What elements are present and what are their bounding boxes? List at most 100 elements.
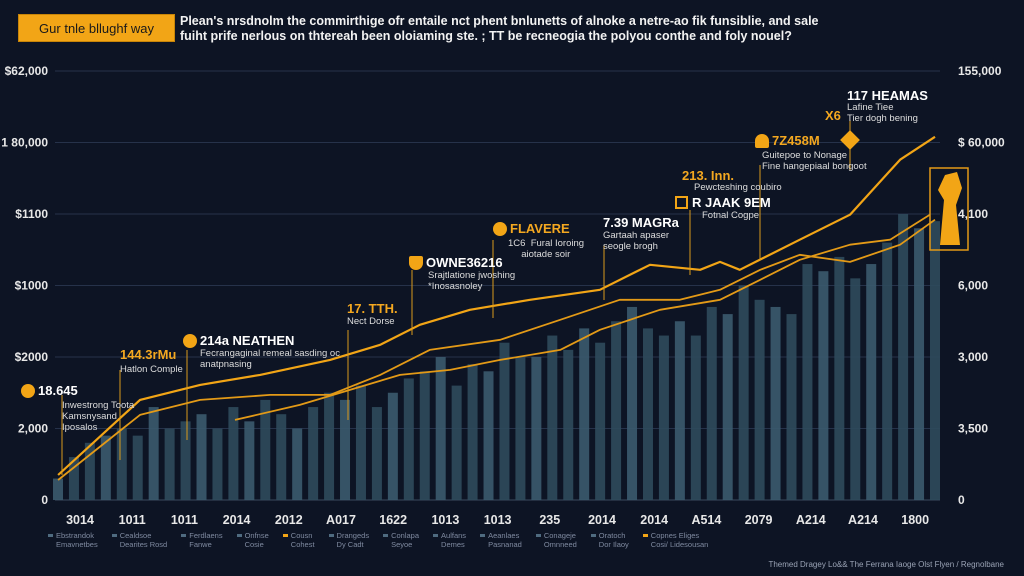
legend-label: Drangeds Dy Cadt	[336, 531, 370, 549]
bar	[100, 435, 111, 500]
annotation-title: 17. TTH.	[347, 301, 398, 316]
legend-swatch	[433, 534, 439, 537]
annotation-text: Srajtlatione jwoshing *Inosasnoley	[428, 270, 516, 292]
annotation-text: Inwestrong Toota Kamsnysand Iposalos	[62, 400, 135, 433]
legend-swatch	[111, 534, 117, 537]
bar	[738, 285, 749, 500]
x-tick-label: 2014	[223, 513, 251, 527]
bar	[579, 328, 590, 500]
bar	[595, 342, 606, 500]
bar	[611, 321, 622, 500]
legend-item: Conageje Omnneed	[535, 531, 577, 549]
bar	[674, 321, 685, 500]
annotation-title: R JAAK 9EM	[692, 195, 771, 210]
legend-swatch	[642, 534, 648, 537]
legend-label: Cealdsoe Dearites Rosd	[119, 531, 168, 549]
legend-label: Ebstrandok Emavnetbes	[56, 531, 98, 549]
annotation-text: Lafine Tiee Tier dogh bening	[847, 102, 918, 124]
bar	[930, 221, 940, 500]
x-tick-label: 1011	[171, 513, 198, 527]
bar	[132, 435, 143, 500]
x-tick-label: 2012	[275, 513, 303, 527]
x-tick-label: 2014	[588, 513, 616, 527]
legend-swatch	[236, 534, 242, 537]
legend-item: Oratoch Dor Ilaoy	[590, 531, 629, 549]
bar	[642, 328, 653, 500]
bar	[515, 357, 526, 500]
legend-swatch	[590, 534, 596, 537]
bar	[722, 314, 733, 500]
legend-item: Ebstrandok Emavnetbes	[48, 531, 98, 549]
legend-swatch	[328, 534, 334, 537]
legend-swatch	[181, 534, 187, 537]
x-tick-label: A214	[848, 513, 878, 527]
bar	[690, 335, 701, 500]
bar	[212, 428, 223, 500]
x-tick-label: 2079	[745, 513, 773, 527]
right-tick-label: 3,500	[958, 422, 988, 436]
right-tick-label: $ 60,000	[958, 136, 1005, 150]
bar	[403, 378, 414, 500]
left-tick-label: $62,000	[5, 64, 49, 78]
legend-label: Aeanlaes Pasnanad	[488, 531, 522, 549]
bar	[467, 364, 478, 500]
legend-item: Conlapa Seyoe	[383, 531, 419, 549]
legend-item: Cousn Cohest	[282, 531, 315, 549]
figure-box	[929, 167, 969, 251]
bar	[850, 278, 861, 500]
title-badge: Gur tnle bllughf way	[18, 14, 175, 42]
legend-swatch	[48, 534, 53, 537]
left-tick-label: 1 80,000	[1, 136, 48, 150]
annotation-text: Gartaah apaser seogle brogh	[603, 230, 670, 252]
bar	[68, 457, 79, 500]
legend-label: Onfnse Cosie	[244, 531, 269, 549]
x-tick-label: 1013	[484, 513, 512, 527]
subtitle: Plean's nrsdnolm the commirthige ofr ent…	[180, 14, 819, 43]
annotation-title: 213. Inn.	[682, 168, 735, 183]
annotation-text: Fotnal Cogpe	[702, 210, 760, 221]
bar	[898, 214, 909, 500]
bar	[451, 385, 462, 500]
bar	[531, 357, 542, 500]
legend-item: Onfnse Cosie	[236, 531, 269, 549]
trophy-icon	[409, 256, 423, 270]
bar	[706, 306, 717, 500]
right-tick-label: 0	[958, 493, 965, 507]
legend-swatch	[535, 534, 541, 537]
bar	[658, 335, 669, 500]
bar	[563, 349, 574, 500]
bar	[834, 256, 845, 500]
legend-label: Copnes Eliges Cosi/ Lidesousan	[650, 531, 709, 549]
annotation-title: 144.3rMu	[120, 347, 177, 362]
annotation-title: 18.645	[38, 383, 78, 398]
left-tick-label: $1000	[15, 279, 49, 293]
person-icon	[755, 134, 769, 148]
bar	[276, 414, 287, 500]
x-tick-label: A017	[326, 513, 356, 527]
annotation-text: Pewcteshing coubiro	[694, 182, 782, 193]
x-tick-label: 3014	[66, 513, 94, 527]
right-tick-label: 6,000	[958, 279, 988, 293]
legend-item: Copnes Eliges Cosi/ Lidesousan	[642, 531, 709, 549]
right-tick-label: 3,000	[958, 350, 988, 364]
x-tick-label: 1800	[901, 513, 929, 527]
bar	[308, 407, 319, 500]
bar	[419, 371, 430, 500]
x-tick-label: A214	[796, 513, 826, 527]
bar	[84, 442, 95, 500]
bar	[786, 314, 797, 500]
bar	[627, 306, 638, 500]
bar	[340, 399, 351, 500]
bar	[387, 392, 398, 500]
bar	[228, 407, 239, 500]
bar	[371, 407, 382, 500]
series-line-1	[57, 135, 936, 476]
coin-icon	[21, 384, 35, 398]
legend: Ebstrandok Emavnetbes Cealdsoe Dearites R…	[48, 531, 828, 549]
bar	[818, 271, 829, 500]
bar	[435, 357, 446, 500]
right-tick-label: 4,100	[958, 207, 988, 221]
bar	[180, 421, 191, 500]
x-tick-label: 1013	[431, 513, 459, 527]
annotation-text: Hatlon Comple	[120, 364, 183, 375]
